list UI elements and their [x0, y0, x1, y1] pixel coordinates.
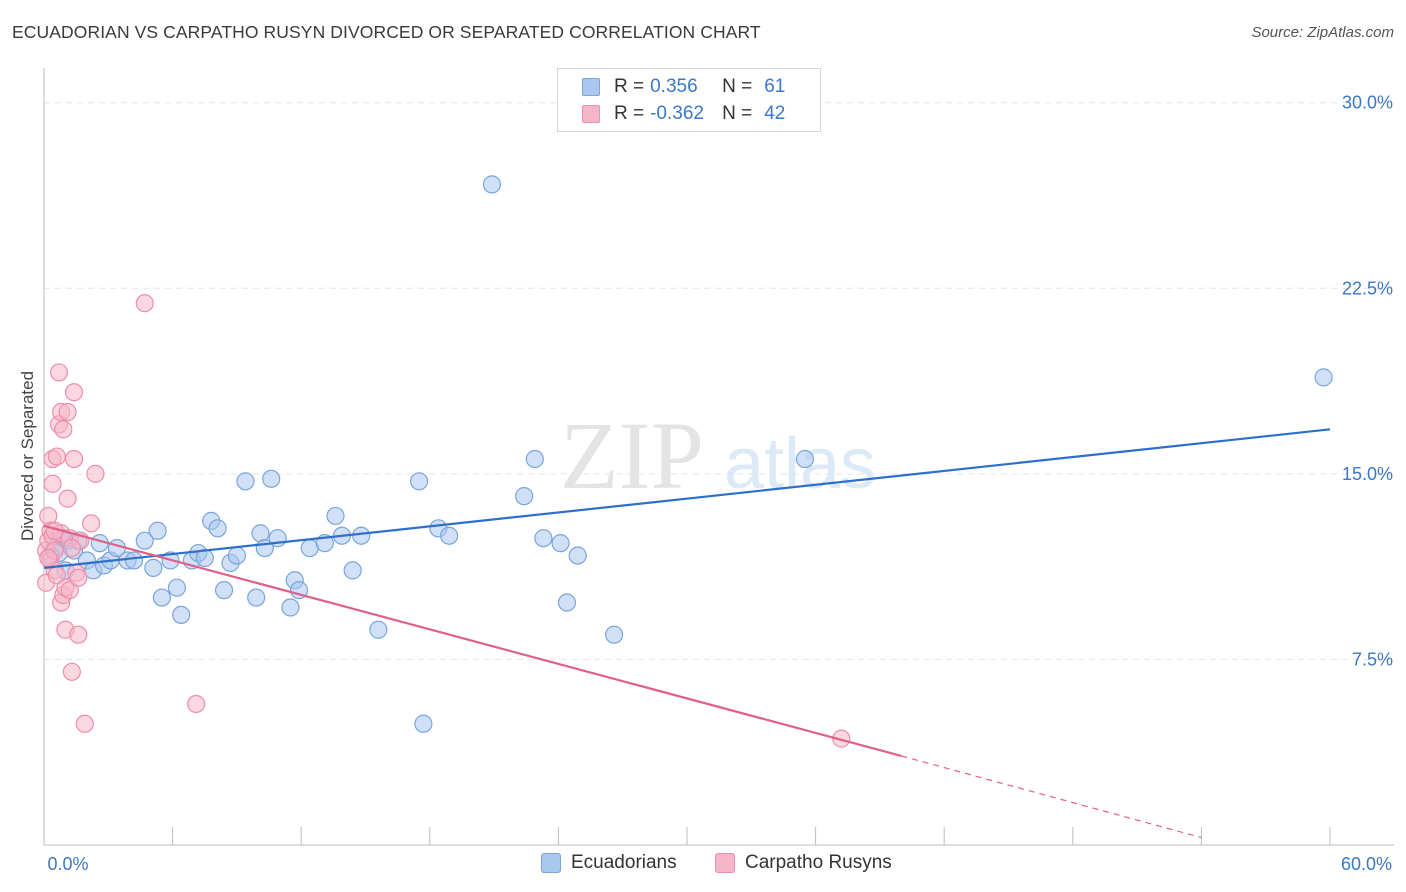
legend-swatch-pink	[582, 105, 600, 123]
x-tick-label-max: 60.0%	[1341, 854, 1392, 874]
y-tick-label: 22.5%	[1342, 278, 1393, 298]
axes	[43, 68, 1394, 846]
y-tick-label: 7.5%	[1352, 649, 1393, 669]
point-carpatho-rusyn	[54, 420, 73, 439]
point-carpatho-rusyn	[187, 694, 206, 714]
chart-title: ECUADORIAN VS CARPATHO RUSYN DIVORCED OR…	[12, 22, 761, 42]
point-ecuadorian	[152, 588, 171, 607]
point-carpatho-rusyn	[69, 568, 88, 587]
y-axis-title: Divorced or Separated	[18, 371, 37, 541]
point-ecuadorian	[409, 472, 429, 491]
point-ecuadorian	[167, 578, 186, 597]
legend-row-ecuadorians: R = 0.356 N = 61	[582, 75, 785, 99]
point-ecuadorian	[172, 605, 191, 625]
legend-n-label: N =	[722, 76, 753, 97]
point-carpatho-rusyn	[64, 383, 84, 402]
legend-row-carpatho-rusyns: R = -0.362 N = 42	[582, 102, 785, 126]
point-ecuadorian	[352, 526, 371, 545]
legend-item-ecuadorians[interactable]: Ecuadorians	[541, 852, 677, 874]
legend-swatch-pink	[715, 853, 735, 873]
point-carpatho-rusyn	[135, 294, 154, 313]
point-carpatho-rusyn	[49, 363, 69, 382]
legend-label-ecuadorians: Ecuadorians	[571, 852, 677, 873]
point-ecuadorian	[262, 469, 281, 488]
point-carpatho-rusyn	[62, 538, 81, 558]
legend-r-value: -0.362	[650, 103, 704, 124]
point-ecuadorian	[568, 546, 587, 565]
point-ecuadorian	[414, 714, 433, 733]
legend-n-value: 42	[764, 103, 786, 124]
trend-line-ecuadorians	[43, 428, 1331, 569]
legend-swatch-blue	[541, 853, 561, 873]
point-ecuadorian	[326, 506, 345, 526]
point-ecuadorian	[144, 558, 163, 577]
point-carpatho-rusyn	[69, 625, 88, 644]
point-ecuadorian	[300, 538, 319, 558]
point-ecuadorian	[135, 531, 154, 550]
watermark: ZIP atlas	[560, 402, 876, 509]
point-ecuadorian	[795, 449, 814, 469]
legend-r-label: R =	[614, 76, 645, 97]
point-carpatho-rusyn	[47, 447, 66, 466]
point-ecuadorian	[208, 519, 227, 538]
point-ecuadorian	[482, 175, 502, 194]
point-ecuadorian	[236, 472, 255, 491]
series-legend: Ecuadorians Carpatho Rusyns	[0, 852, 1406, 878]
legend-swatch-blue	[582, 78, 600, 96]
y-tick-label: 15.0%	[1342, 464, 1393, 484]
axis-labels: 7.5% 15.0% 22.5% 30.0% 0.0% 60.0% Divorced or …	[18, 93, 1393, 874]
point-ecuadorian	[1314, 368, 1333, 387]
point-ecuadorian	[515, 487, 534, 506]
point-carpatho-rusyn	[58, 489, 77, 508]
point-ecuadorian	[525, 449, 544, 469]
point-carpatho-rusyn	[86, 464, 105, 483]
point-ecuadorian	[124, 551, 144, 570]
legend-label-carpatho-rusyns: Carpatho Rusyns	[745, 852, 892, 873]
point-ecuadorian	[148, 521, 167, 540]
point-ecuadorian	[605, 625, 624, 644]
legend-item-carpatho-rusyns[interactable]: Carpatho Rusyns	[715, 852, 892, 874]
trend-line-carpatho-rusyns	[43, 524, 902, 757]
point-ecuadorian	[227, 546, 246, 565]
watermark-zip: ZIP	[560, 402, 704, 509]
stats-legend: R = 0.356 N = 61 R = -0.362 N = 42	[557, 68, 821, 132]
legend-n-value: 61	[764, 76, 786, 97]
point-ecuadorian	[281, 598, 300, 617]
legend-r-value: 0.356	[650, 76, 698, 97]
gridlines	[44, 102, 1394, 660]
trend-line-carpatho-rusyns-extrapolated	[901, 755, 1202, 839]
point-ecuadorian	[214, 581, 234, 600]
legend-r-label: R =	[614, 103, 645, 124]
point-ecuadorian	[557, 593, 577, 612]
legend-n-label: N =	[722, 103, 753, 124]
trend-lines	[43, 428, 1331, 839]
x-tick-label-min: 0.0%	[47, 854, 88, 874]
point-ecuadorian	[551, 534, 570, 553]
point-carpatho-rusyn	[60, 581, 79, 600]
point-carpatho-rusyn	[62, 662, 81, 681]
point-ecuadorian	[247, 588, 266, 607]
point-carpatho-rusyn	[75, 714, 94, 733]
point-ecuadorian	[369, 620, 388, 639]
point-carpatho-rusyn	[43, 474, 62, 493]
y-tick-label: 30.0%	[1342, 93, 1393, 113]
point-ecuadorian	[343, 561, 362, 580]
point-carpatho-rusyn	[64, 449, 84, 469]
point-carpatho-rusyn	[39, 548, 58, 568]
point-ecuadorian	[534, 529, 553, 548]
point-carpatho-rusyn	[58, 402, 77, 422]
point-ecuadorian	[439, 526, 459, 545]
source-label: Source: ZipAtlas.com	[1251, 24, 1394, 41]
point-carpatho-rusyn	[82, 514, 101, 533]
